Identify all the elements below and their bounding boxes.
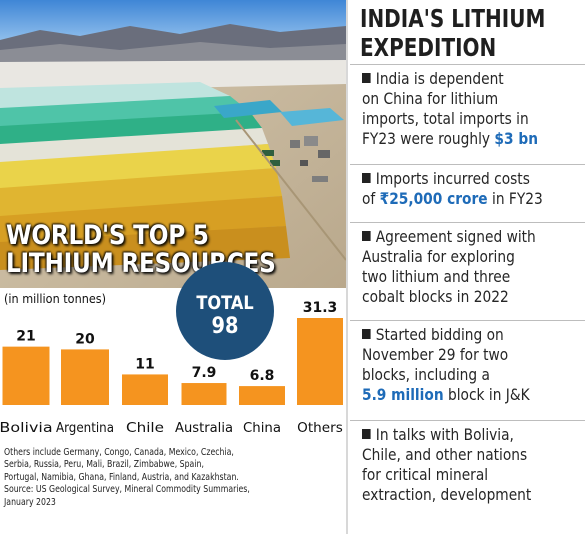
bar-chile — [122, 374, 168, 405]
panel-title-line-1: INDIA'S LITHIUM — [360, 4, 546, 33]
point-line: on China for lithium — [362, 89, 499, 108]
point-line: India is dependent — [375, 69, 504, 88]
highlight-value: 5.9 million — [362, 385, 444, 404]
bar-others — [297, 318, 343, 405]
bar-value-label: 11 — [135, 356, 154, 372]
footnote-source: Source: US Geological Survey, Mineral Co… — [4, 484, 250, 496]
category-label: Australia — [175, 420, 233, 436]
point-bidding: Started bidding on November 29 for two b… — [350, 320, 585, 420]
point-line: cobalt blocks in 2022 — [362, 287, 509, 306]
point-line: block in J&K — [443, 385, 530, 404]
point-line: blocks, including a — [362, 365, 490, 384]
point-line: Chile, and other nations — [362, 445, 528, 464]
point-line: Imports incurred costs — [375, 169, 530, 188]
category-label: Others — [297, 420, 343, 436]
point-line: extraction, development — [362, 485, 532, 504]
lithium-mine-photo — [0, 0, 346, 288]
point-line: Australia for exploring — [362, 247, 515, 266]
total-value: 98 — [211, 314, 239, 339]
point-imports: India is dependent on China for lithium … — [350, 64, 585, 164]
bullet-square-icon — [362, 73, 371, 83]
bar-argentina — [61, 349, 109, 405]
point-line: In talks with Bolivia, — [375, 425, 514, 444]
point-line: Started bidding on — [375, 325, 504, 344]
point-line: of — [362, 189, 380, 208]
chart-title-overlay: WORLD'S TOP 5 LITHIUM RESOURCES — [6, 222, 295, 278]
footnote: Others include Germany, Congo, Canada, M… — [4, 447, 339, 509]
footnote-line: Portugal, Namibia, Ghana, Finland, Austr… — [4, 471, 239, 483]
panel-title: INDIA'S LITHIUM EXPEDITION — [360, 4, 545, 62]
bar-australia — [181, 383, 227, 405]
point-line: in FY23 — [487, 189, 543, 208]
point-line: FY23 were roughly — [362, 129, 495, 148]
point-line: imports, total imports in — [362, 109, 529, 128]
bar-chart: 21 Bolivia 20 Argentina 11 Chile 7.9 Australia 6… — [0, 300, 343, 436]
footnote-line: Others include Germany, Congo, Canada, M… — [4, 447, 234, 458]
bullet-square-icon — [362, 173, 371, 183]
point-line: two lithium and three — [362, 267, 511, 286]
highlight-value: $3 bn — [494, 129, 539, 148]
bullet-square-icon — [362, 429, 371, 439]
bar-value-label: 21 — [16, 329, 35, 345]
panel-title-line-2: EXPEDITION — [360, 33, 497, 62]
bar-value-label: 6.8 — [250, 368, 275, 384]
total-label: TOTAL — [196, 292, 254, 314]
highlight-value: ₹25,000 crore — [379, 189, 488, 208]
bullet-square-icon — [362, 329, 371, 339]
bar-value-label: 7.9 — [192, 365, 217, 381]
point-line: November 29 for two — [362, 345, 509, 364]
bar-value-label: 20 — [75, 331, 95, 347]
category-label: Chile — [126, 420, 164, 436]
point-costs: Imports incurred costs of ₹25,000 crore … — [350, 164, 585, 222]
category-label: Argentina — [56, 420, 114, 436]
india-lithium-panel: INDIA'S LITHIUM EXPEDITION India is depe… — [350, 0, 585, 534]
bar-value-label: 31.3 — [303, 300, 338, 316]
bullet-square-icon — [362, 231, 371, 241]
column-divider — [346, 0, 348, 534]
category-label: Bolivia — [0, 420, 53, 436]
footnote-source-date: January 2023 — [4, 496, 56, 508]
point-line: for critical mineral — [362, 465, 489, 484]
category-label: China — [243, 420, 281, 436]
unit-label: (in million tonnes) — [4, 291, 107, 306]
point-talks: In talks with Bolivia, Chile, and other … — [350, 420, 585, 534]
chart-title-line-1: WORLD'S TOP 5 — [6, 220, 209, 251]
point-line: Agreement signed with — [375, 227, 536, 246]
point-agreement: Agreement signed with Australia for expl… — [350, 222, 585, 320]
total-badge: TOTAL 98 — [176, 262, 274, 360]
bar-china — [239, 386, 285, 405]
footnote-line: Serbia, Russia, Peru, Mali, Brazil, Zimb… — [4, 459, 204, 471]
bar-bolivia — [2, 346, 50, 405]
